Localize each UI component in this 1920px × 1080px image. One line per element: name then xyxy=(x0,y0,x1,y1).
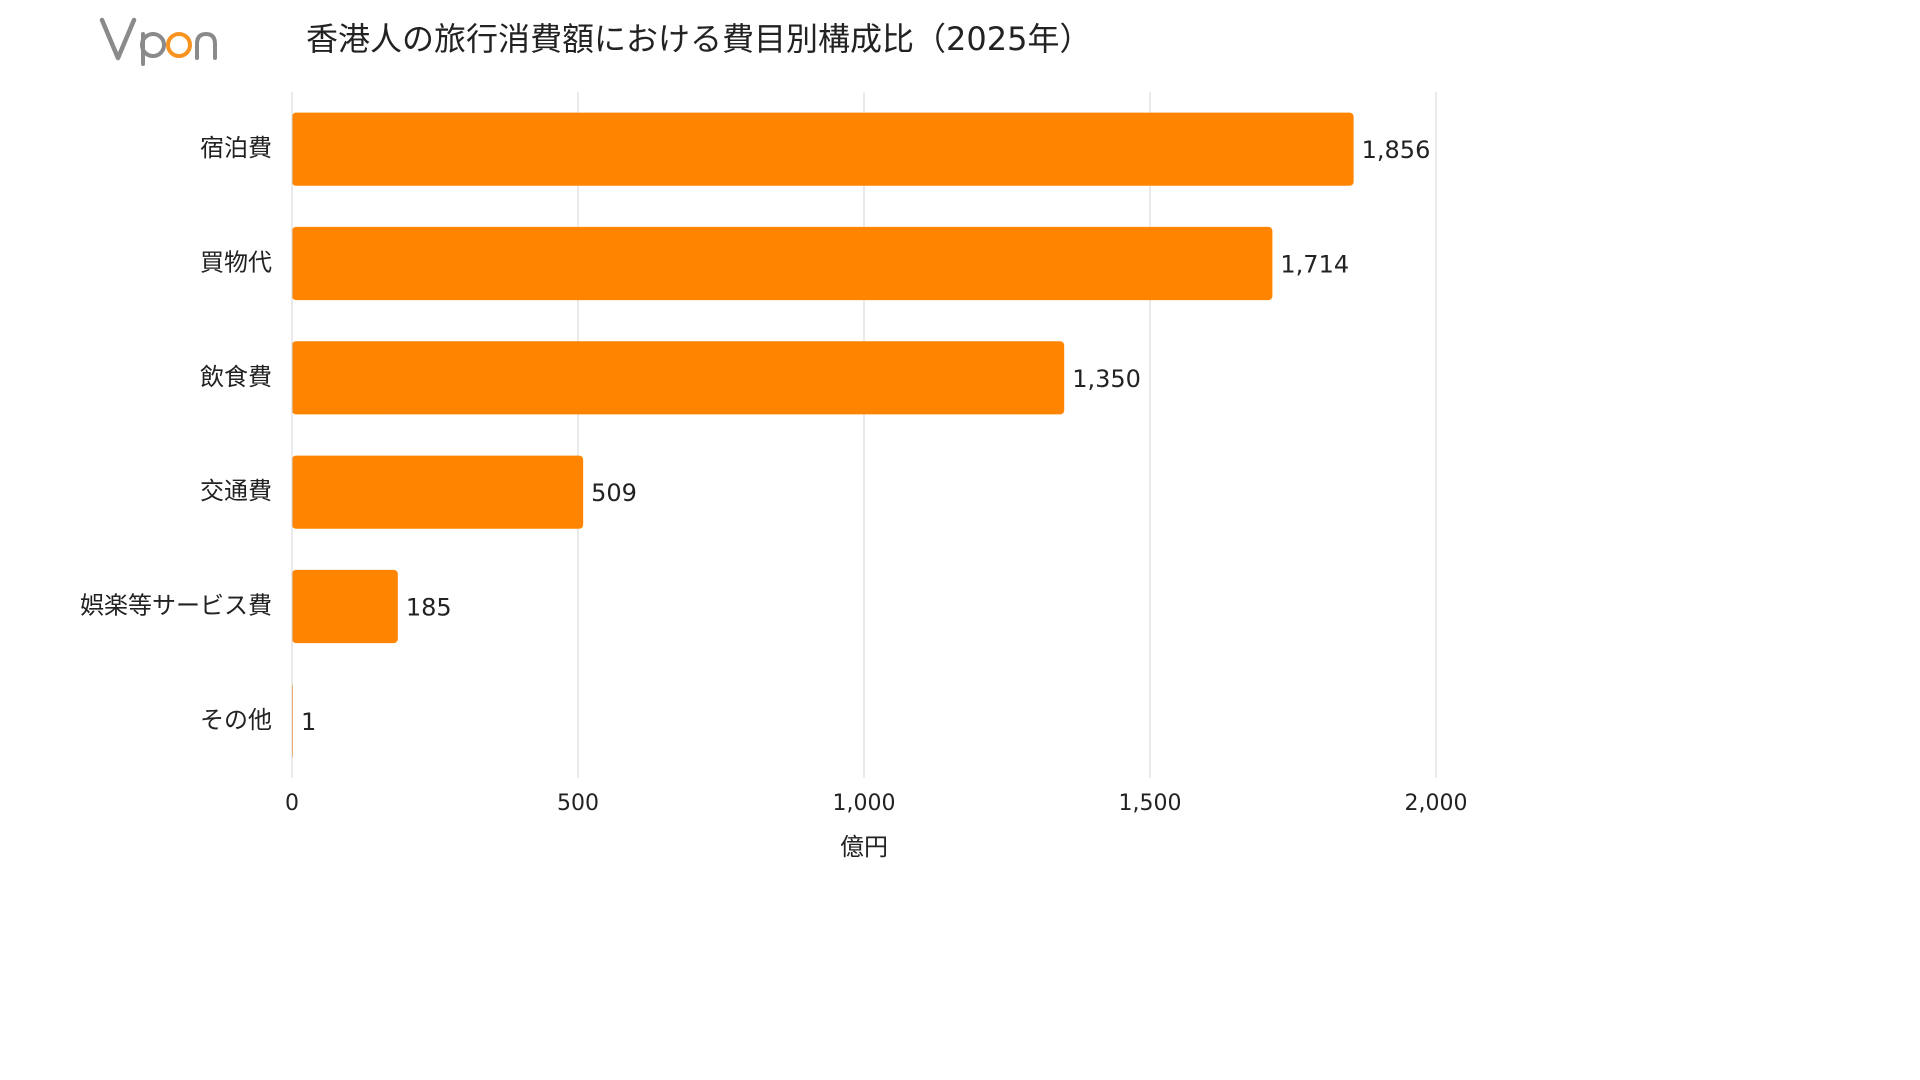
category-label: 娯楽等サービス費 xyxy=(80,592,272,620)
gridlines xyxy=(577,92,1437,778)
chart-title: 香港人の旅行消費額における費目別構成比（2025年） xyxy=(306,20,1092,58)
category-label: 飲食費 xyxy=(200,363,272,391)
x-tick-label: 1,000 xyxy=(833,791,896,816)
data-label: 185 xyxy=(406,594,452,622)
bar xyxy=(292,455,584,529)
data-label: 509 xyxy=(591,479,637,507)
category-label: 買物代 xyxy=(200,249,272,277)
vpon-logo xyxy=(98,10,222,72)
x-axis-label: 億円 xyxy=(840,833,888,861)
x-tick-label: 1,500 xyxy=(1119,791,1182,816)
data-label: 1,350 xyxy=(1072,365,1141,393)
data-labels: 1,856 1,714 1,350 509 185 1 xyxy=(301,136,1430,736)
category-label: 宿泊費 xyxy=(200,134,272,162)
bar xyxy=(292,112,1354,186)
bar xyxy=(292,569,398,644)
category-label: その他 xyxy=(200,706,272,734)
x-tick-labels: 0 500 1,000 1,500 2,000 xyxy=(285,791,1467,816)
data-label: 1 xyxy=(301,708,316,736)
bar xyxy=(292,341,1065,415)
data-label: 1,714 xyxy=(1280,251,1349,279)
data-label: 1,856 xyxy=(1362,136,1431,164)
x-tick-label: 0 xyxy=(285,791,299,816)
x-tick-label: 2,000 xyxy=(1405,791,1468,816)
bars xyxy=(292,112,1354,758)
bar xyxy=(292,226,1273,301)
x-tick-label: 500 xyxy=(557,791,599,816)
category-label: 交通費 xyxy=(200,477,272,505)
vpon-logo-mark xyxy=(99,17,217,66)
